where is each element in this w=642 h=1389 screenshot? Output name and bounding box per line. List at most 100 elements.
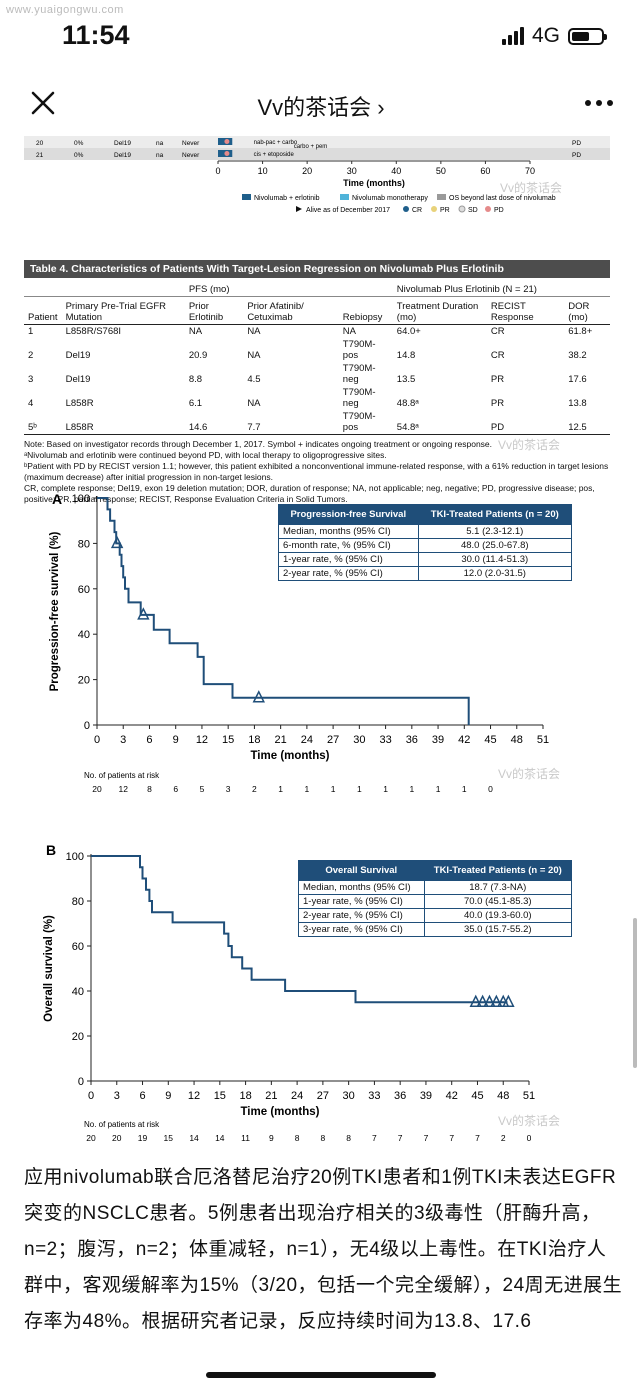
swimmer-smoking: Never <box>182 140 200 147</box>
y-tick-label: 80 <box>72 896 84 908</box>
swimmer-mutation: Del19 <box>114 152 131 159</box>
y-tick-label: 60 <box>78 584 90 596</box>
swimmer-tick-label: 10 <box>258 166 268 176</box>
pd-marker-icon <box>224 151 230 156</box>
risk-count: 6 <box>173 784 178 794</box>
table-cell: T790M-neg <box>342 363 376 385</box>
sd-marker-icon <box>458 205 466 213</box>
article-paragraph: 应用nivolumab联合厄洛替尼治疗20例TKI患者和1例TKI未表达EGFR… <box>24 1167 623 1332</box>
column-header: Prior Afatinib/ Cetuximab <box>247 301 304 323</box>
watermark: Vv的茶话会 <box>498 438 561 452</box>
table-cell: T790M-pos <box>342 339 376 361</box>
pd-marker-icon <box>224 139 230 144</box>
legend-sd: SD <box>468 207 478 214</box>
signal-icon <box>501 27 524 45</box>
censor-marker <box>469 994 482 1007</box>
summary-cell: 1-year rate, % (95% CI) <box>298 894 425 909</box>
risk-count: 12 <box>119 784 129 794</box>
risk-count: 1 <box>278 784 283 794</box>
censor-marker <box>137 607 150 620</box>
swimmer-tick-label: 20 <box>302 166 312 176</box>
summary-cell: 30.0 (11.4-51.3) <box>417 552 573 567</box>
more-icon[interactable] <box>582 88 616 118</box>
table-row: 1 L858R/S768I NA NA NA 64.0+ CR 61.8+ <box>24 325 610 339</box>
table-header-row: Patient Primary Pre-Trial EGFR Mutation Pr… <box>24 297 610 325</box>
table-cell: 5ᵇ <box>28 422 37 433</box>
cr-marker-icon <box>403 206 409 212</box>
table-cell: T790M-pos <box>342 411 376 433</box>
column-header: Treatment Duration (mo) <box>396 301 479 323</box>
x-axis-title: Time (months) <box>250 750 329 762</box>
x-tick-label: 9 <box>165 1090 171 1102</box>
table-cell: 14.6 <box>188 422 208 433</box>
summary-row: Median, months (95% CI) 5.1 (2.3-12.1) <box>278 524 573 539</box>
table-row: 5ᵇ L858R 14.6 7.7 T790M-pos 54.8ᵃ PD 12.5 <box>24 410 610 435</box>
os-summary-table: Overall Survival TKI-Treated Patients (n … <box>298 860 573 937</box>
risk-count: 5 <box>200 784 205 794</box>
swimmer-patient: 20 <box>36 140 44 147</box>
nav-title[interactable]: Vv的茶话会 › <box>257 95 385 120</box>
x-tick-label: 21 <box>275 734 287 746</box>
x-tick-label: 45 <box>471 1090 483 1102</box>
censor-marker <box>490 994 503 1007</box>
risk-count: 2 <box>501 1133 506 1143</box>
table-cell: L858R <box>65 398 94 409</box>
risk-count: 7 <box>475 1133 480 1143</box>
summary-header-cell: Overall Survival <box>298 860 425 881</box>
summary-row: 1-year rate, % (95% CI) 30.0 (11.4-51.3) <box>278 552 573 567</box>
home-indicator[interactable] <box>206 1372 436 1378</box>
table-cell: NA <box>342 326 356 337</box>
risk-label: No. of patients at risk <box>84 1120 160 1129</box>
x-tick-label: 51 <box>523 1090 535 1102</box>
summary-cell: 6-month rate, % (95% CI) <box>278 538 419 553</box>
x-tick-label: 18 <box>239 1090 251 1102</box>
battery-icon <box>568 27 607 45</box>
nav-bar: Vv的茶话会 › <box>0 74 642 136</box>
table-cell: CR <box>490 326 505 337</box>
swimmer-note: cis + etoposide <box>254 152 295 158</box>
y-tick-label: 40 <box>72 986 84 998</box>
risk-count: 9 <box>269 1133 274 1143</box>
risk-count: 8 <box>346 1133 351 1143</box>
pd-marker-icon <box>485 206 491 212</box>
watermark: Vv的茶话会 <box>498 767 561 781</box>
censor-marker <box>252 690 265 703</box>
risk-count: 1 <box>409 784 414 794</box>
table-cell: NA <box>188 326 203 337</box>
x-tick-label: 6 <box>139 1090 145 1102</box>
risk-count: 8 <box>147 784 152 794</box>
swimmer-smoking: Never <box>182 152 200 159</box>
swimmer-xlabel: Time (months) <box>343 178 405 188</box>
swimmer-patient: 21 <box>36 152 44 159</box>
x-tick-label: 21 <box>265 1090 277 1102</box>
y-axis-title: Progression-free survival (%) <box>49 531 61 691</box>
x-tick-label: 51 <box>537 734 549 746</box>
x-tick-label: 42 <box>446 1090 458 1102</box>
legend-pd: PD <box>494 207 504 214</box>
censor-marker <box>502 994 515 1007</box>
risk-count: 1 <box>462 784 467 794</box>
swimmer-tick-label: 70 <box>525 166 535 176</box>
swimmer-tick-label: 50 <box>436 166 446 176</box>
table-cell: CR <box>490 350 505 361</box>
table-cell: 20.9 <box>188 350 208 361</box>
table-row: 2 Del19 20.9 NA T790M-pos 14.8 CR 38.2 <box>24 338 610 362</box>
swimmer-legend: Nivolumab + erlotinib Nivolumab monother… <box>242 194 556 214</box>
table-cell: 13.8 <box>568 398 587 409</box>
table-cell: Del19 <box>65 350 91 361</box>
y-tick-label: 0 <box>84 720 90 732</box>
legend-cr: CR <box>412 207 422 214</box>
network-label: 4G <box>531 24 560 47</box>
x-tick-label: 12 <box>188 1090 200 1102</box>
swimmer-tick-label: 40 <box>391 166 401 176</box>
risk-count: 8 <box>321 1133 326 1143</box>
x-tick-label: 39 <box>420 1090 432 1102</box>
table-note: Note: Based on investigator records thro… <box>24 439 493 449</box>
y-tick-label: 80 <box>78 538 90 550</box>
panel-label: A <box>52 491 62 507</box>
summary-cell: 5.1 (2.3-12.1) <box>417 524 573 539</box>
scrollbar[interactable] <box>633 918 637 1068</box>
close-icon[interactable] <box>28 88 58 118</box>
risk-count: 19 <box>138 1133 148 1143</box>
